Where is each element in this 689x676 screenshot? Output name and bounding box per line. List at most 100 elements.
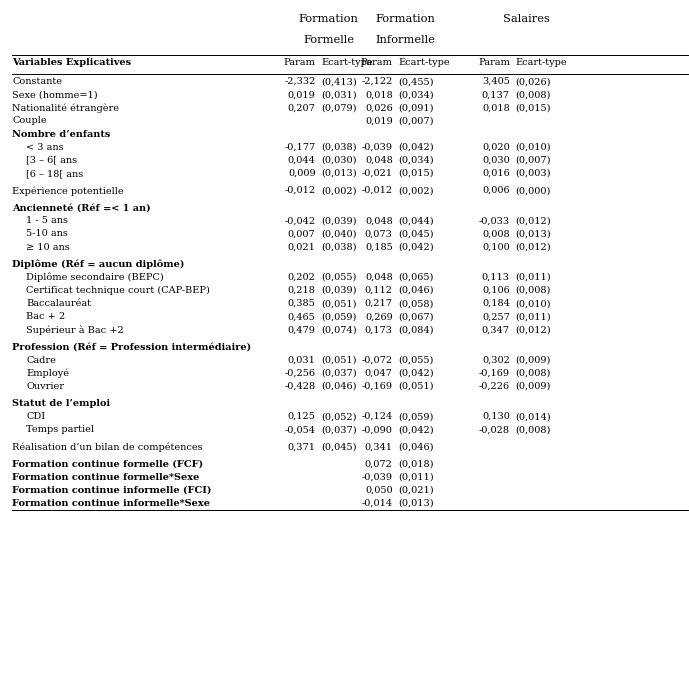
Text: Ecart-type: Ecart-type xyxy=(321,58,373,67)
Text: (0,003): (0,003) xyxy=(515,169,551,178)
Text: (0,042): (0,042) xyxy=(398,368,434,378)
Text: Ouvrier: Ouvrier xyxy=(26,382,64,391)
Text: 0,113: 0,113 xyxy=(482,273,510,282)
Text: (0,021): (0,021) xyxy=(398,486,434,495)
Text: Employé: Employé xyxy=(26,368,69,378)
Text: (0,046): (0,046) xyxy=(398,286,434,295)
Text: 0,050: 0,050 xyxy=(365,486,393,495)
Text: Formation: Formation xyxy=(376,14,435,24)
Text: (0,012): (0,012) xyxy=(515,325,551,335)
Text: Param: Param xyxy=(361,58,393,67)
Text: 0,072: 0,072 xyxy=(365,460,393,468)
Text: 0,202: 0,202 xyxy=(288,273,316,282)
Text: 0,257: 0,257 xyxy=(482,312,510,321)
Text: Couple: Couple xyxy=(12,116,47,126)
Text: 0,016: 0,016 xyxy=(482,169,510,178)
Text: (0,059): (0,059) xyxy=(321,312,356,321)
Text: (0,002): (0,002) xyxy=(398,186,434,195)
Text: [6 – 18[ ans: [6 – 18[ ans xyxy=(26,169,83,178)
Text: Réalisation d’un bilan de compétences: Réalisation d’un bilan de compétences xyxy=(12,442,203,452)
Text: (0,038): (0,038) xyxy=(321,243,357,251)
Text: 0,044: 0,044 xyxy=(288,155,316,165)
Text: (0,011): (0,011) xyxy=(515,273,551,282)
Text: (0,007): (0,007) xyxy=(515,155,551,165)
Text: -0,033: -0,033 xyxy=(479,216,510,225)
Text: (0,042): (0,042) xyxy=(398,425,434,434)
Text: 0,137: 0,137 xyxy=(482,90,510,99)
Text: -0,021: -0,021 xyxy=(362,169,393,178)
Text: (0,012): (0,012) xyxy=(515,243,551,251)
Text: (0,059): (0,059) xyxy=(398,412,433,421)
Text: 0,302: 0,302 xyxy=(482,356,510,364)
Text: (0,015): (0,015) xyxy=(398,169,434,178)
Text: 1 - 5 ans: 1 - 5 ans xyxy=(26,216,68,225)
Text: (0,039): (0,039) xyxy=(321,216,357,225)
Text: Nationalité étrangère: Nationalité étrangère xyxy=(12,103,119,113)
Text: -0,012: -0,012 xyxy=(362,186,393,195)
Text: 0,019: 0,019 xyxy=(365,116,393,126)
Text: (0,008): (0,008) xyxy=(515,368,551,378)
Text: Cadre: Cadre xyxy=(26,356,56,364)
Text: Ecart-type: Ecart-type xyxy=(515,58,567,67)
Text: < 3 ans: < 3 ans xyxy=(26,143,64,151)
Text: -0,124: -0,124 xyxy=(362,412,393,421)
Text: 0,112: 0,112 xyxy=(364,286,393,295)
Text: 0,217: 0,217 xyxy=(364,299,393,308)
Text: ≥ 10 ans: ≥ 10 ans xyxy=(26,243,70,251)
Text: 0,341: 0,341 xyxy=(364,442,393,452)
Text: (0,039): (0,039) xyxy=(321,286,357,295)
Text: 0,173: 0,173 xyxy=(364,325,393,335)
Text: 3,405: 3,405 xyxy=(482,77,510,86)
Text: (0,013): (0,013) xyxy=(398,499,434,508)
Text: (0,084): (0,084) xyxy=(398,325,434,335)
Text: Formation: Formation xyxy=(299,14,358,24)
Text: (0,000): (0,000) xyxy=(515,186,551,195)
Text: -0,226: -0,226 xyxy=(479,382,510,391)
Text: (0,042): (0,042) xyxy=(398,143,434,151)
Text: (0,042): (0,042) xyxy=(398,243,434,251)
Text: -0,014: -0,014 xyxy=(362,499,393,508)
Text: 0,047: 0,047 xyxy=(365,368,393,378)
Text: Statut de l’emploi: Statut de l’emploi xyxy=(12,399,110,408)
Text: (0,013): (0,013) xyxy=(515,229,551,239)
Text: Expérience potentielle: Expérience potentielle xyxy=(12,186,124,195)
Text: 0,207: 0,207 xyxy=(288,103,316,112)
Text: (0,052): (0,052) xyxy=(321,412,357,421)
Text: (0,055): (0,055) xyxy=(321,273,356,282)
Text: 0,125: 0,125 xyxy=(288,412,316,421)
Text: -0,054: -0,054 xyxy=(285,425,316,434)
Text: (0,074): (0,074) xyxy=(321,325,357,335)
Text: (0,011): (0,011) xyxy=(398,473,434,482)
Text: Supérieur à Bac +2: Supérieur à Bac +2 xyxy=(26,325,124,335)
Text: (0,030): (0,030) xyxy=(321,155,357,165)
Text: 0,031: 0,031 xyxy=(288,356,316,364)
Text: (0,015): (0,015) xyxy=(515,103,551,112)
Text: (0,046): (0,046) xyxy=(398,442,434,452)
Text: Constante: Constante xyxy=(12,77,63,86)
Text: 0,184: 0,184 xyxy=(482,299,510,308)
Text: 0,048: 0,048 xyxy=(365,273,393,282)
Text: Bac + 2: Bac + 2 xyxy=(26,312,65,321)
Text: -0,169: -0,169 xyxy=(479,368,510,378)
Text: (0,034): (0,034) xyxy=(398,90,434,99)
Text: -0,012: -0,012 xyxy=(285,186,316,195)
Text: 0,006: 0,006 xyxy=(482,186,510,195)
Text: -0,042: -0,042 xyxy=(285,216,316,225)
Text: -0,039: -0,039 xyxy=(362,143,393,151)
Text: 0,479: 0,479 xyxy=(288,325,316,335)
Text: -0,028: -0,028 xyxy=(479,425,510,434)
Text: 0,048: 0,048 xyxy=(365,155,393,165)
Text: 0,371: 0,371 xyxy=(287,442,316,452)
Text: (0,051): (0,051) xyxy=(321,356,357,364)
Text: Param: Param xyxy=(478,58,510,67)
Text: Ecart-type: Ecart-type xyxy=(398,58,450,67)
Text: (0,079): (0,079) xyxy=(321,103,357,112)
Text: (0,008): (0,008) xyxy=(515,425,551,434)
Text: -2,122: -2,122 xyxy=(361,77,393,86)
Text: 0,007: 0,007 xyxy=(288,229,316,239)
Text: -0,072: -0,072 xyxy=(362,356,393,364)
Text: (0,055): (0,055) xyxy=(398,356,433,364)
Text: 0,073: 0,073 xyxy=(365,229,393,239)
Text: Salaires: Salaires xyxy=(503,14,550,24)
Text: 0,020: 0,020 xyxy=(482,143,510,151)
